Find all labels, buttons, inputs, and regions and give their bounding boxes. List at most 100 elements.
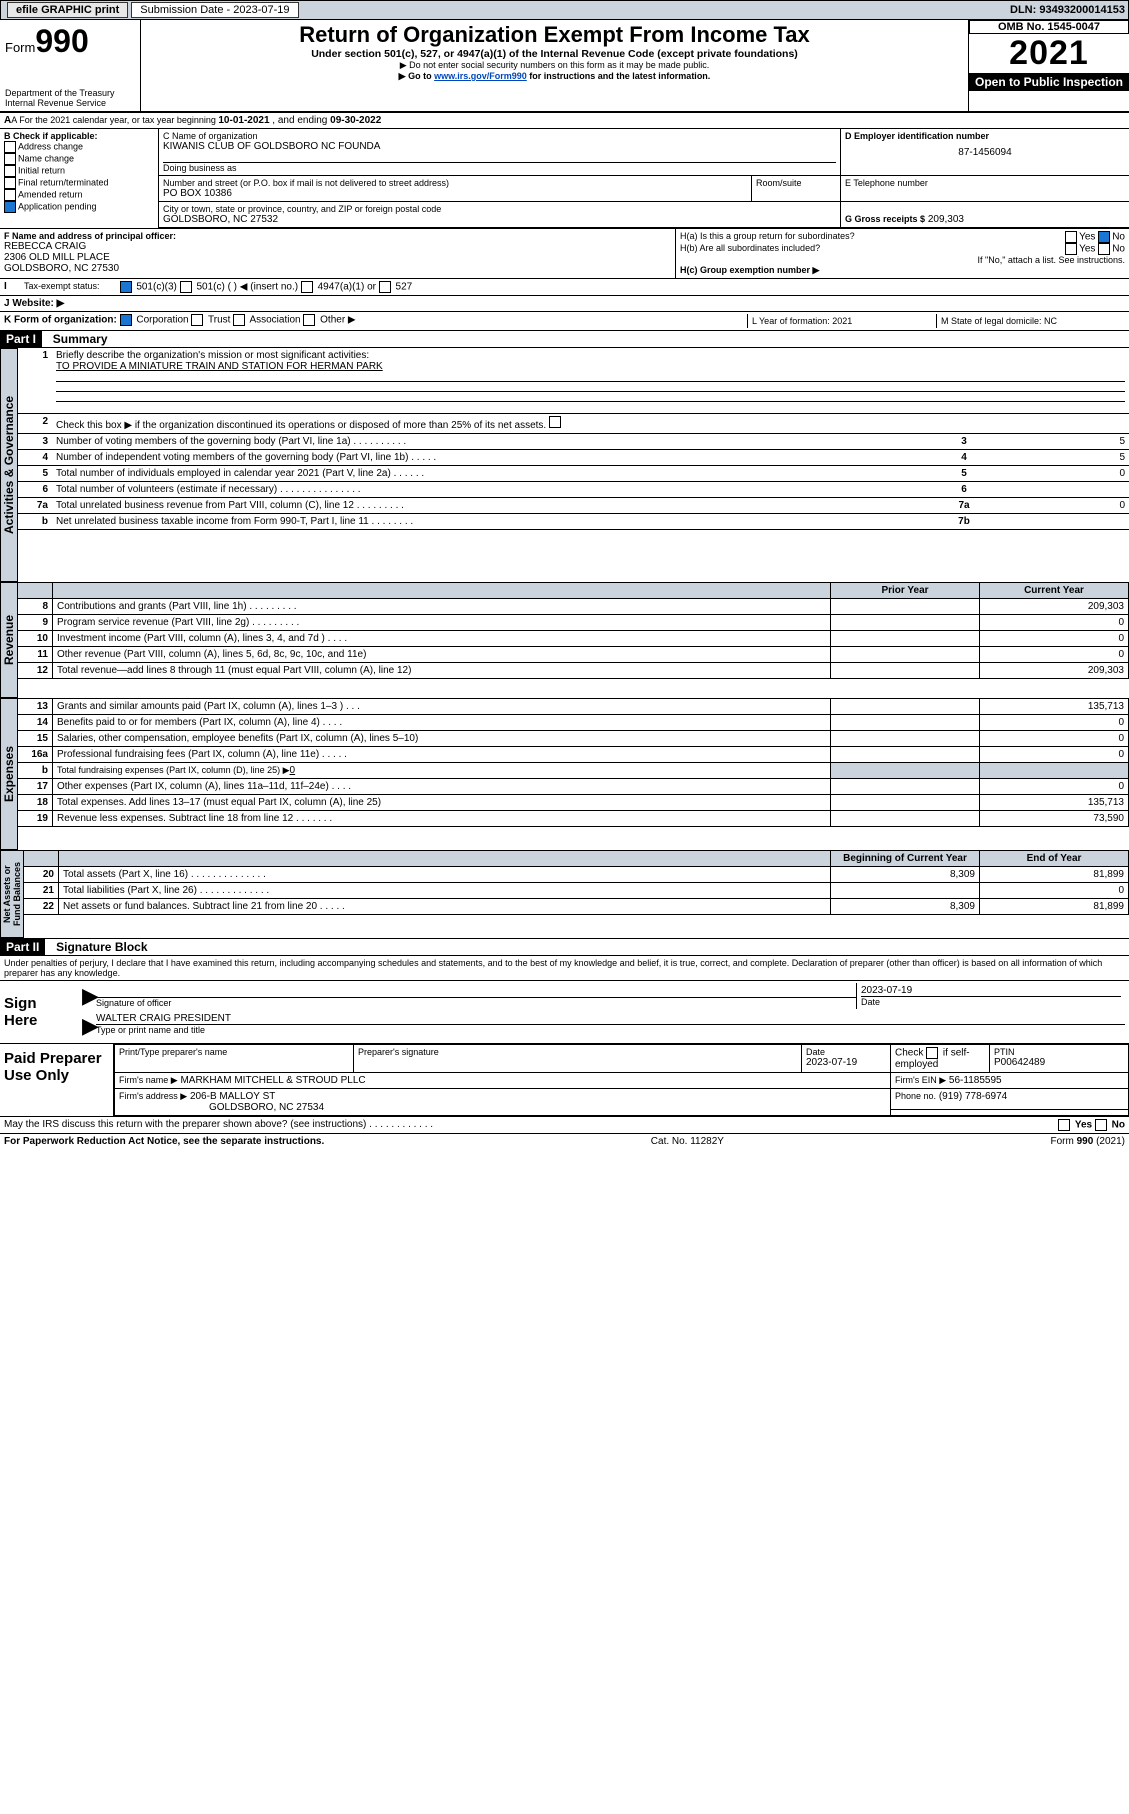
subtitle-3: ▶ Go to www.irs.gov/Form990 for instruct… (151, 71, 958, 82)
exp19: 73,590 (980, 811, 1129, 827)
ptin: P00642489 (994, 1057, 1124, 1068)
cb-discuss-no[interactable] (1095, 1119, 1107, 1131)
l11-text: Other revenue (Part VIII, column (A), li… (53, 647, 831, 663)
cb-other[interactable] (303, 314, 315, 326)
l9-text: Program service revenue (Part VIII, line… (53, 615, 831, 631)
cb-amended[interactable] (4, 189, 16, 201)
cb-name-change[interactable] (4, 153, 16, 165)
page-footer: For Paperwork Reduction Act Notice, see … (0, 1134, 1129, 1149)
sig-arrow-icon: ▶ (82, 983, 96, 1009)
dba-label: Doing business as (163, 163, 836, 173)
cb-hb-no[interactable] (1098, 243, 1110, 255)
org-name: KIWANIS CLUB OF GOLDSBORO NC FOUNDA (163, 141, 836, 152)
officer-name-label: Type or print name and title (96, 1025, 1125, 1035)
l3-text: Number of voting members of the governin… (52, 434, 947, 450)
cb-ha-yes[interactable] (1065, 231, 1077, 243)
na22b: 8,309 (831, 899, 980, 915)
v7b (981, 514, 1129, 530)
officer-addr1: 2306 OLD MILL PLACE (4, 252, 671, 263)
form-title: Return of Organization Exempt From Incom… (151, 22, 958, 48)
l10-text: Investment income (Part VIII, column (A)… (53, 631, 831, 647)
officer-name: REBECCA CRAIG (4, 241, 671, 252)
prep-date-label: Date (806, 1047, 886, 1057)
cb-501c3[interactable] (120, 281, 132, 293)
hb-label: H(b) Are all subordinates included? (680, 243, 1065, 255)
tax-year: 2021 (969, 34, 1129, 73)
cb-final[interactable] (4, 177, 16, 189)
l17-text: Other expenses (Part IX, column (A), lin… (53, 779, 831, 795)
omb-number: OMB No. 1545-0047 (969, 20, 1129, 34)
sig-officer-label: Signature of officer (96, 998, 856, 1008)
hc-label: H(c) Group exemption number ▶ (680, 265, 1125, 276)
sign-here-label: Sign Here (0, 981, 78, 1043)
v5: 0 (981, 466, 1129, 482)
l7b-text: Net unrelated business taxable income fr… (52, 514, 947, 530)
rev11: 0 (980, 647, 1129, 663)
room-label: Room/suite (756, 178, 836, 188)
cb-527[interactable] (379, 281, 391, 293)
f-label: F Name and address of principal officer: (4, 231, 671, 241)
cb-assoc[interactable] (233, 314, 245, 326)
cb-corp[interactable] (120, 314, 132, 326)
exp13: 135,713 (980, 699, 1129, 715)
l6-text: Total number of volunteers (estimate if … (52, 482, 947, 498)
may-discuss: May the IRS discuss this return with the… (0, 1117, 1129, 1134)
l21-text: Total liabilities (Part X, line 26) . . … (59, 883, 831, 899)
officer-addr2: GOLDSBORO, NC 27530 (4, 263, 671, 274)
na20b: 8,309 (831, 867, 980, 883)
cb-501c[interactable] (180, 281, 192, 293)
cb-initial[interactable] (4, 165, 16, 177)
rev10: 0 (980, 631, 1129, 647)
l20-text: Total assets (Part X, line 16) . . . . .… (59, 867, 831, 883)
opt-pending: Application pending (18, 201, 97, 211)
officer-printed-name: WALTER CRAIG PRESIDENT (96, 1013, 1125, 1025)
l7a-text: Total unrelated business revenue from Pa… (52, 498, 947, 514)
cb-4947[interactable] (301, 281, 313, 293)
cb-self-employed[interactable] (926, 1047, 938, 1059)
prep-date: 2023-07-19 (806, 1057, 886, 1068)
l8-text: Contributions and grants (Part VIII, lin… (53, 599, 831, 615)
entity-block: B Check if applicable: Address change Na… (0, 129, 1129, 228)
part1-title: Summary (53, 332, 108, 346)
rev8: 209,303 (980, 599, 1129, 615)
opt-address: Address change (18, 141, 83, 151)
cb-discontinued[interactable] (549, 416, 561, 428)
cb-ha-no[interactable] (1098, 231, 1110, 243)
opt-initial: Initial return (18, 165, 65, 175)
rev9: 0 (980, 615, 1129, 631)
sign-here-block: Sign Here ▶ Signature of officer 2023-07… (0, 981, 1129, 1044)
open-to-public: Open to Public Inspection (969, 73, 1129, 91)
efile-button[interactable]: efile GRAPHIC print (7, 2, 128, 18)
cb-address-change[interactable] (4, 141, 16, 153)
gross-receipts: 209,303 (928, 214, 964, 225)
sig-date: 2023-07-19 (861, 985, 1121, 996)
part2-tag: Part II (0, 939, 45, 955)
part2-title: Signature Block (56, 940, 147, 954)
may-discuss-text: May the IRS discuss this return with the… (4, 1119, 1058, 1131)
form-word: Form (5, 40, 35, 55)
cb-hb-yes[interactable] (1065, 243, 1077, 255)
netassets-block: Net Assets or Fund Balances Beginning of… (0, 850, 1129, 938)
exp15: 0 (980, 731, 1129, 747)
org-city: GOLDSBORO, NC 27532 (163, 214, 836, 225)
na22e: 81,899 (980, 899, 1129, 915)
dept-treasury: Department of the Treasury (5, 88, 135, 98)
rev12: 209,303 (980, 663, 1129, 679)
irs-label: Internal Revenue Service (5, 98, 135, 108)
cb-trust[interactable] (191, 314, 203, 326)
addr-label: Number and street (or P.O. box if mail i… (163, 178, 747, 188)
v7a: 0 (981, 498, 1129, 514)
g-label: G Gross receipts $ (845, 214, 925, 224)
v6 (981, 482, 1129, 498)
cb-application-pending[interactable] (4, 201, 16, 213)
tab-netassets: Net Assets or Fund Balances (0, 850, 24, 938)
l15-text: Salaries, other compensation, employee b… (53, 731, 831, 747)
irs-link[interactable]: www.irs.gov/Form990 (434, 71, 527, 81)
cat-no: Cat. No. 11282Y (651, 1136, 724, 1147)
paid-preparer-block: Paid Preparer Use Only Print/Type prepar… (0, 1044, 1129, 1117)
exp16a: 0 (980, 747, 1129, 763)
cb-discuss-yes[interactable] (1058, 1119, 1070, 1131)
firm-addr2: GOLDSBORO, NC 27534 (209, 1102, 324, 1113)
paid-preparer-label: Paid Preparer Use Only (0, 1044, 114, 1116)
subtitle-1: Under section 501(c), 527, or 4947(a)(1)… (151, 48, 958, 60)
